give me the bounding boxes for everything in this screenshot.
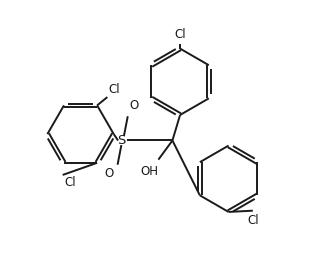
Text: Cl: Cl [174,28,186,41]
Text: Cl: Cl [247,214,259,228]
Text: Cl: Cl [64,176,76,189]
Text: S: S [117,134,126,147]
Text: Cl: Cl [109,83,120,96]
Text: O: O [129,99,139,112]
Text: O: O [104,167,113,180]
Text: OH: OH [140,165,158,178]
